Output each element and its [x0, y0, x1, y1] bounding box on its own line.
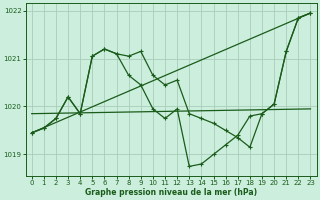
X-axis label: Graphe pression niveau de la mer (hPa): Graphe pression niveau de la mer (hPa) — [85, 188, 257, 197]
